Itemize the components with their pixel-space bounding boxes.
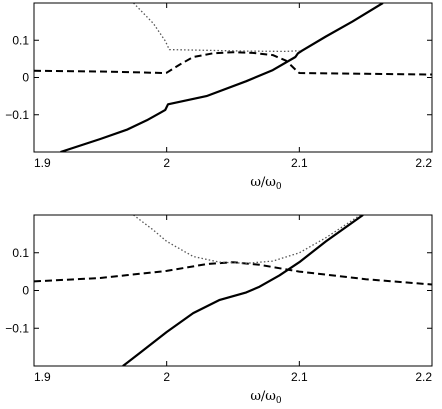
series-line-solid <box>60 3 384 152</box>
series-line-dashed <box>34 51 432 76</box>
x-axis-label: ω/ω0 <box>250 389 282 406</box>
y-tick-label: 0.1 <box>12 33 29 47</box>
series-group <box>34 215 432 366</box>
plot-frame <box>33 214 433 367</box>
x-tick-label: 1.9 <box>34 156 51 170</box>
bottom-panel: ω/ω0 1.9 2 2.1 2.2 −0.1 0 0.1 <box>5 214 433 406</box>
x-axis-label: ω/ω0 <box>250 175 282 192</box>
series-line-dashed <box>34 261 432 286</box>
series-line-solid <box>122 215 364 366</box>
series-line-dotted <box>133 3 300 53</box>
x-tick-label: 2.2 <box>415 156 432 170</box>
x-tick-label: 2.1 <box>291 370 308 384</box>
x-tick-label: 2.2 <box>415 370 432 384</box>
y-tick-label: 0 <box>22 71 29 85</box>
x-tick-label: 2.1 <box>291 156 308 170</box>
series-line-dotted <box>133 215 361 264</box>
y-tick-label: −0.1 <box>5 321 29 335</box>
series-group <box>34 3 432 152</box>
top-panel: ω/ω0 1.9 2 2.1 2.2 −0.1 0 0.1 <box>5 2 433 192</box>
plot-frame <box>33 2 433 153</box>
x-tick-label: 1.9 <box>34 370 51 384</box>
x-tick-label: 2 <box>163 156 170 170</box>
y-tick-label: 0.1 <box>12 246 29 260</box>
x-tick-label: 2 <box>163 370 170 384</box>
y-tick-label: 0 <box>22 284 29 298</box>
y-tick-label: −0.1 <box>5 108 29 122</box>
